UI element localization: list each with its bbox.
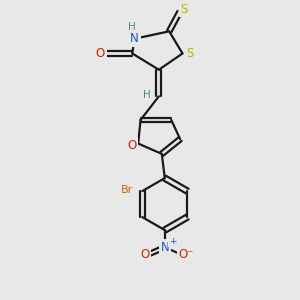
Text: S: S — [186, 47, 194, 60]
Text: H: H — [142, 90, 150, 100]
Text: S: S — [180, 3, 188, 16]
Text: O⁻: O⁻ — [178, 248, 194, 261]
Text: O: O — [96, 47, 105, 60]
Text: O: O — [127, 139, 136, 152]
Text: H: H — [128, 22, 136, 32]
Text: +: + — [169, 237, 177, 246]
Text: N: N — [160, 241, 169, 254]
Text: O: O — [140, 248, 149, 261]
Text: N: N — [130, 32, 139, 45]
Text: Br: Br — [122, 184, 134, 195]
